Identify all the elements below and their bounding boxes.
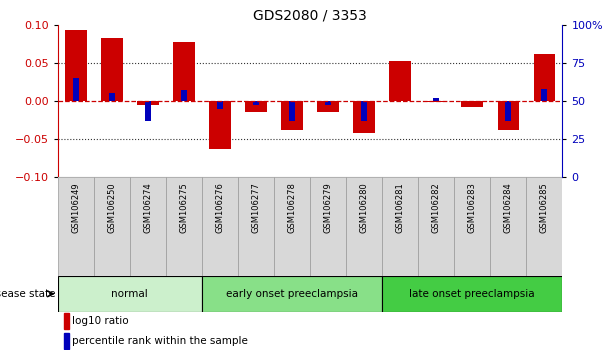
Text: disease state: disease state: [0, 289, 56, 299]
Bar: [166, 177, 202, 276]
Bar: [461, 101, 483, 107]
Text: GSM106277: GSM106277: [252, 182, 260, 233]
Bar: [418, 177, 454, 276]
Bar: [101, 38, 123, 101]
Bar: [209, 101, 231, 149]
Text: GSM106279: GSM106279: [323, 182, 333, 233]
Text: early onset preeclampsia: early onset preeclampsia: [226, 289, 358, 299]
Bar: [253, 101, 259, 105]
Bar: [64, 314, 69, 329]
Text: GSM106275: GSM106275: [179, 182, 188, 233]
Bar: [282, 101, 303, 130]
Bar: [534, 54, 555, 101]
Bar: [65, 30, 86, 101]
Bar: [181, 90, 187, 101]
Text: GSM106283: GSM106283: [468, 182, 477, 233]
Text: GSM106282: GSM106282: [432, 182, 441, 233]
Bar: [109, 93, 115, 101]
Bar: [361, 101, 367, 121]
Bar: [58, 276, 202, 312]
Text: GSM106280: GSM106280: [360, 182, 368, 233]
Bar: [130, 177, 166, 276]
Bar: [274, 177, 310, 276]
Text: GSM106250: GSM106250: [108, 182, 116, 233]
Bar: [245, 101, 267, 112]
Title: GDS2080 / 3353: GDS2080 / 3353: [253, 8, 367, 22]
Bar: [325, 101, 331, 105]
Bar: [317, 101, 339, 112]
Bar: [454, 177, 490, 276]
Bar: [137, 101, 159, 105]
Text: GSM106276: GSM106276: [215, 182, 224, 233]
Text: GSM106249: GSM106249: [71, 182, 80, 233]
Bar: [434, 98, 439, 101]
Bar: [173, 41, 195, 101]
Text: GSM106274: GSM106274: [143, 182, 153, 233]
Bar: [94, 177, 130, 276]
Bar: [202, 177, 238, 276]
Bar: [382, 276, 562, 312]
Bar: [202, 276, 382, 312]
Bar: [353, 101, 375, 133]
Text: log10 ratio: log10 ratio: [72, 316, 128, 326]
Text: GSM106278: GSM106278: [288, 182, 297, 233]
Text: late onset preeclampsia: late onset preeclampsia: [409, 289, 535, 299]
Bar: [505, 101, 511, 121]
Bar: [497, 101, 519, 130]
Text: GSM106285: GSM106285: [540, 182, 549, 233]
Bar: [217, 101, 223, 108]
Bar: [541, 89, 547, 101]
Bar: [289, 101, 295, 121]
Bar: [310, 177, 346, 276]
Bar: [426, 101, 447, 102]
Bar: [64, 333, 69, 348]
Bar: [527, 177, 562, 276]
Text: GSM106281: GSM106281: [396, 182, 405, 233]
Bar: [346, 177, 382, 276]
Bar: [73, 78, 79, 101]
Bar: [145, 101, 151, 121]
Bar: [389, 61, 411, 101]
Bar: [238, 177, 274, 276]
Text: percentile rank within the sample: percentile rank within the sample: [72, 336, 247, 346]
Bar: [58, 177, 94, 276]
Text: normal: normal: [111, 289, 148, 299]
Bar: [490, 177, 527, 276]
Text: GSM106284: GSM106284: [504, 182, 513, 233]
Bar: [382, 177, 418, 276]
